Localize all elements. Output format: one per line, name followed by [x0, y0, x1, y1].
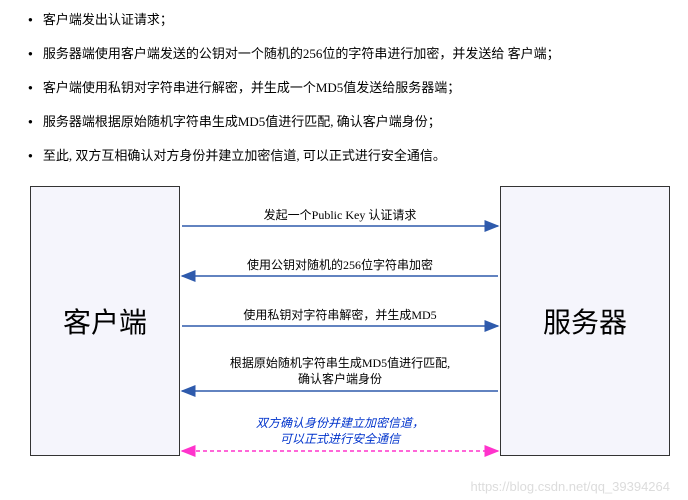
auth-diagram: 客户端 服务器	[30, 186, 670, 476]
bullet-item: ● 客户端发出认证请求；	[20, 10, 668, 30]
msg-5: 双方确认身份并建立加密信道， 可以正式进行安全通信	[180, 416, 500, 447]
msg-4-l1: 根据原始随机字符串生成MD5值进行匹配,	[230, 356, 450, 370]
arrow-layer: 发起一个Public Key 认证请求 使用公钥对随机的256位字符串加密 使用…	[180, 186, 500, 476]
bullet-dot: ●	[28, 112, 33, 132]
bullet-text: 服务器端使用客户端发送的公钥对一个随机的256位的字符串进行加密，并发送给 客户…	[43, 44, 560, 64]
msg-2: 使用公钥对随机的256位字符串加密	[180, 258, 500, 274]
bullet-dot: ●	[28, 146, 33, 166]
msg-5-l2: 可以正式进行安全通信	[280, 432, 400, 446]
bullet-dot: ●	[28, 78, 33, 98]
client-box: 客户端	[30, 186, 180, 456]
server-box: 服务器	[500, 186, 670, 456]
bullet-text: 至此, 双方互相确认对方身份并建立加密信道, 可以正式进行安全通信。	[43, 146, 446, 166]
msg-5-l1: 双方确认身份并建立加密信道，	[256, 416, 424, 430]
msg-4: 根据原始随机字符串生成MD5值进行匹配, 确认客户端身份	[180, 356, 500, 387]
bullet-item: ● 服务器端使用客户端发送的公钥对一个随机的256位的字符串进行加密，并发送给 …	[20, 44, 668, 64]
bullet-item: ● 至此, 双方互相确认对方身份并建立加密信道, 可以正式进行安全通信。	[20, 146, 668, 166]
msg-3: 使用私钥对字符串解密，并生成MD5	[180, 308, 500, 324]
msg-1: 发起一个Public Key 认证请求	[180, 208, 500, 224]
bullet-dot: ●	[28, 10, 33, 30]
bullet-text: 客户端使用私钥对字符串进行解密，并生成一个MD5值发送给服务器端；	[43, 78, 460, 98]
bullet-dot: ●	[28, 44, 33, 64]
watermark: https://blog.csdn.net/qq_39394264	[471, 479, 671, 494]
bullet-item: ● 客户端使用私钥对字符串进行解密，并生成一个MD5值发送给服务器端；	[20, 78, 668, 98]
bullet-text: 服务器端根据原始随机字符串生成MD5值进行匹配, 确认客户端身份；	[43, 112, 441, 132]
bullet-list: ● 客户端发出认证请求； ● 服务器端使用客户端发送的公钥对一个随机的256位的…	[20, 10, 668, 166]
msg-4-l2: 确认客户端身份	[298, 372, 382, 386]
server-label: 服务器	[543, 301, 627, 341]
bullet-text: 客户端发出认证请求；	[43, 10, 173, 30]
bullet-item: ● 服务器端根据原始随机字符串生成MD5值进行匹配, 确认客户端身份；	[20, 112, 668, 132]
client-label: 客户端	[63, 301, 147, 341]
